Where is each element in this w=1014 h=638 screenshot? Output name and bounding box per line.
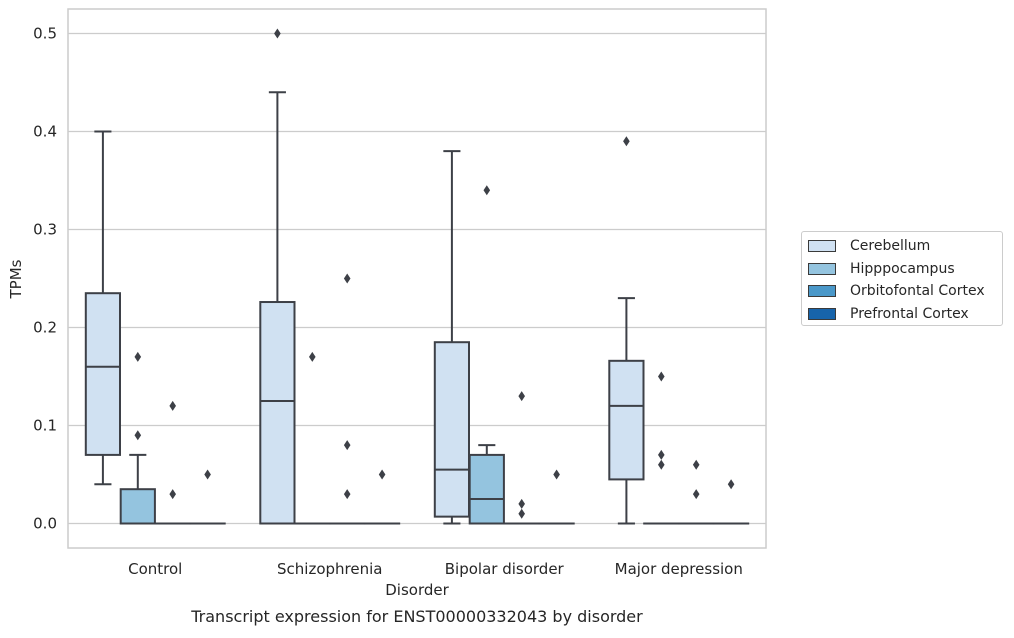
outlier-point — [518, 509, 525, 519]
box-hipppocampus — [121, 352, 155, 524]
outlier-point — [344, 274, 351, 284]
box-cerebellum — [260, 29, 294, 524]
outlier-point — [204, 470, 211, 480]
outlier-point — [518, 499, 525, 509]
x-tick-label: Bipolar disorder — [445, 560, 565, 578]
x-tick-label: Schizophrenia — [277, 560, 382, 578]
outlier-point — [623, 136, 630, 146]
box-hipppocampus — [470, 185, 504, 523]
legend-item: Hipppocampus — [808, 260, 955, 278]
outlier-point — [658, 450, 665, 460]
x-tick-label: Major depression — [615, 560, 743, 578]
box-body — [435, 342, 469, 516]
outlier-point — [693, 489, 700, 499]
outlier-point — [693, 460, 700, 470]
outlier-point — [135, 352, 142, 362]
outlier-point — [169, 401, 176, 411]
legend: Cerebellum Hipppocampus Orbitofontal Corte… — [801, 231, 1003, 326]
outlier-point — [344, 440, 351, 450]
box-body — [86, 293, 120, 455]
legend-swatch — [808, 263, 836, 275]
box-cerebellum — [435, 151, 469, 523]
outlier-point — [518, 391, 525, 401]
legend-swatch — [808, 285, 836, 297]
legend-item: Prefrontal Cortex — [808, 305, 969, 323]
y-tick-label: 0.4 — [33, 123, 57, 141]
outlier-point — [728, 479, 735, 489]
outlier-point — [658, 460, 665, 470]
box-body — [121, 489, 155, 523]
box-hipppocampus — [295, 352, 329, 524]
outlier-point — [309, 352, 316, 362]
box-orbitofontal-cortex — [330, 274, 364, 524]
box-body — [609, 361, 643, 480]
box-cerebellum — [86, 132, 120, 485]
legend-item: Orbitofontal Cortex — [808, 282, 985, 300]
outlier-point — [658, 372, 665, 382]
legend-item: Cerebellum — [808, 237, 930, 255]
outlier-point — [553, 470, 560, 480]
outlier-point — [484, 185, 491, 195]
box-prefrontal-cortex — [365, 470, 399, 524]
y-tick-label: 0.3 — [33, 221, 57, 239]
chart-caption: Transcript expression for ENST0000033204… — [190, 607, 643, 626]
y-tick-label: 0.0 — [33, 515, 57, 533]
box-orbitofontal-cortex — [679, 460, 713, 524]
outlier-point — [379, 470, 386, 480]
y-tick-label: 0.2 — [33, 319, 57, 337]
outlier-point — [274, 29, 281, 39]
outlier-point — [344, 489, 351, 499]
legend-label: Orbitofontal Cortex — [850, 283, 985, 299]
x-axis-label: Disorder — [385, 581, 449, 599]
box-body — [260, 302, 294, 523]
legend-label: Hipppocampus — [850, 261, 955, 277]
box-orbitofontal-cortex — [156, 401, 190, 524]
box-orbitofontal-cortex — [505, 391, 539, 523]
legend-swatch — [808, 308, 836, 320]
box-prefrontal-cortex — [190, 470, 224, 524]
outlier-point — [169, 489, 176, 499]
box-hipppocampus — [644, 372, 678, 524]
y-axis-label: TPMs — [7, 259, 25, 299]
box-cerebellum — [609, 136, 643, 523]
x-tick-label: Control — [128, 560, 182, 578]
box-prefrontal-cortex — [714, 479, 748, 523]
y-tick-label: 0.1 — [33, 417, 57, 435]
box-prefrontal-cortex — [539, 470, 573, 524]
legend-label: Cerebellum — [850, 238, 930, 254]
y-tick-label: 0.5 — [33, 25, 57, 43]
legend-label: Prefrontal Cortex — [850, 306, 969, 322]
outlier-point — [135, 430, 142, 440]
box-body — [470, 455, 504, 524]
legend-swatch — [808, 240, 836, 252]
